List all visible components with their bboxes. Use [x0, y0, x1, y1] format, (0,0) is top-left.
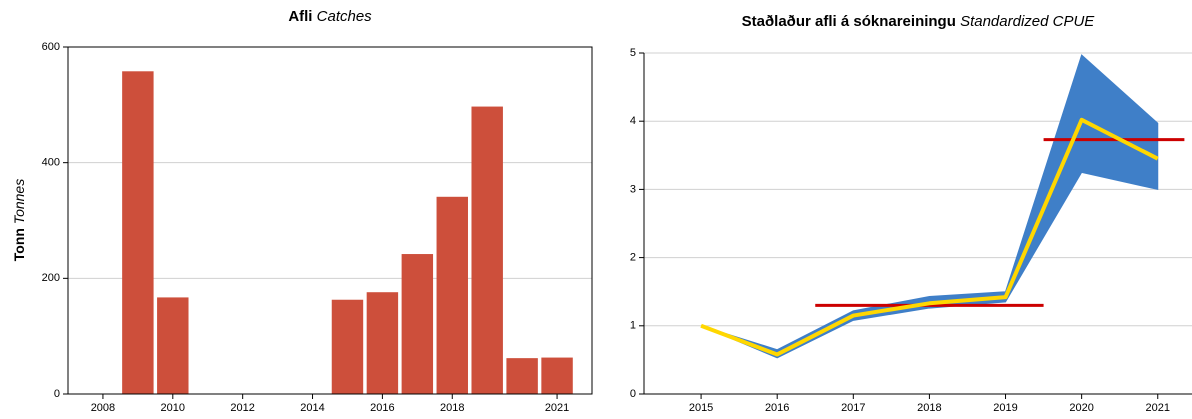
y-tick-label: 3 [630, 183, 636, 195]
bar [471, 106, 503, 395]
plot-frame [67, 46, 593, 395]
confidence-band [700, 54, 1159, 359]
y-tick-label: 1 [630, 320, 636, 332]
y-tick-label: 2 [630, 252, 636, 264]
bar [366, 292, 399, 394]
bar [157, 297, 189, 394]
title-en: Standardized CPUE [960, 13, 1095, 30]
bar [506, 358, 538, 394]
y-tick-label: 0 [54, 388, 60, 400]
y-tick-label: 600 [42, 41, 60, 53]
x-tick-label: 2017 [841, 402, 865, 414]
x-tick-label: 2010 [161, 402, 185, 414]
x-tick-label: 2016 [370, 402, 394, 414]
ylabel-is: Tonn [11, 228, 27, 261]
y-tick-label: 5 [630, 47, 636, 59]
bar [436, 196, 468, 394]
x-tick-label: 2021 [1146, 402, 1170, 414]
y-axis-label: Tonn Tonnes [11, 179, 27, 261]
x-tick-label: 2021 [545, 402, 569, 414]
x-tick-label: 2020 [1069, 402, 1093, 414]
bar [331, 299, 364, 394]
chart-title: Staðlaður afli á sóknareiningu Standardi… [742, 13, 1096, 30]
x-tick-label: 2015 [689, 402, 713, 414]
y-tick-label: 400 [42, 157, 60, 169]
bar [401, 254, 434, 394]
title-is: Afli [288, 8, 312, 25]
chart-title: Afli Catches [288, 8, 372, 25]
title-en: Catches [317, 8, 373, 25]
title-is: Staðlaður afli á sóknareiningu [742, 13, 956, 30]
x-tick-label: 2016 [765, 402, 789, 414]
x-tick-label: 2014 [300, 402, 324, 414]
y-tick-label: 0 [630, 388, 636, 400]
x-tick-label: 2019 [993, 402, 1017, 414]
y-tick-label: 200 [42, 272, 60, 284]
x-tick-label: 2018 [440, 402, 464, 414]
x-tick-label: 2008 [91, 402, 115, 414]
bar [541, 357, 573, 394]
bar [122, 71, 154, 394]
ylabel-en: Tonnes [11, 179, 27, 224]
y-tick-label: 4 [630, 115, 636, 127]
x-tick-label: 2018 [917, 402, 941, 414]
x-tick-label: 2012 [230, 402, 254, 414]
cpue-line [700, 117, 1159, 357]
